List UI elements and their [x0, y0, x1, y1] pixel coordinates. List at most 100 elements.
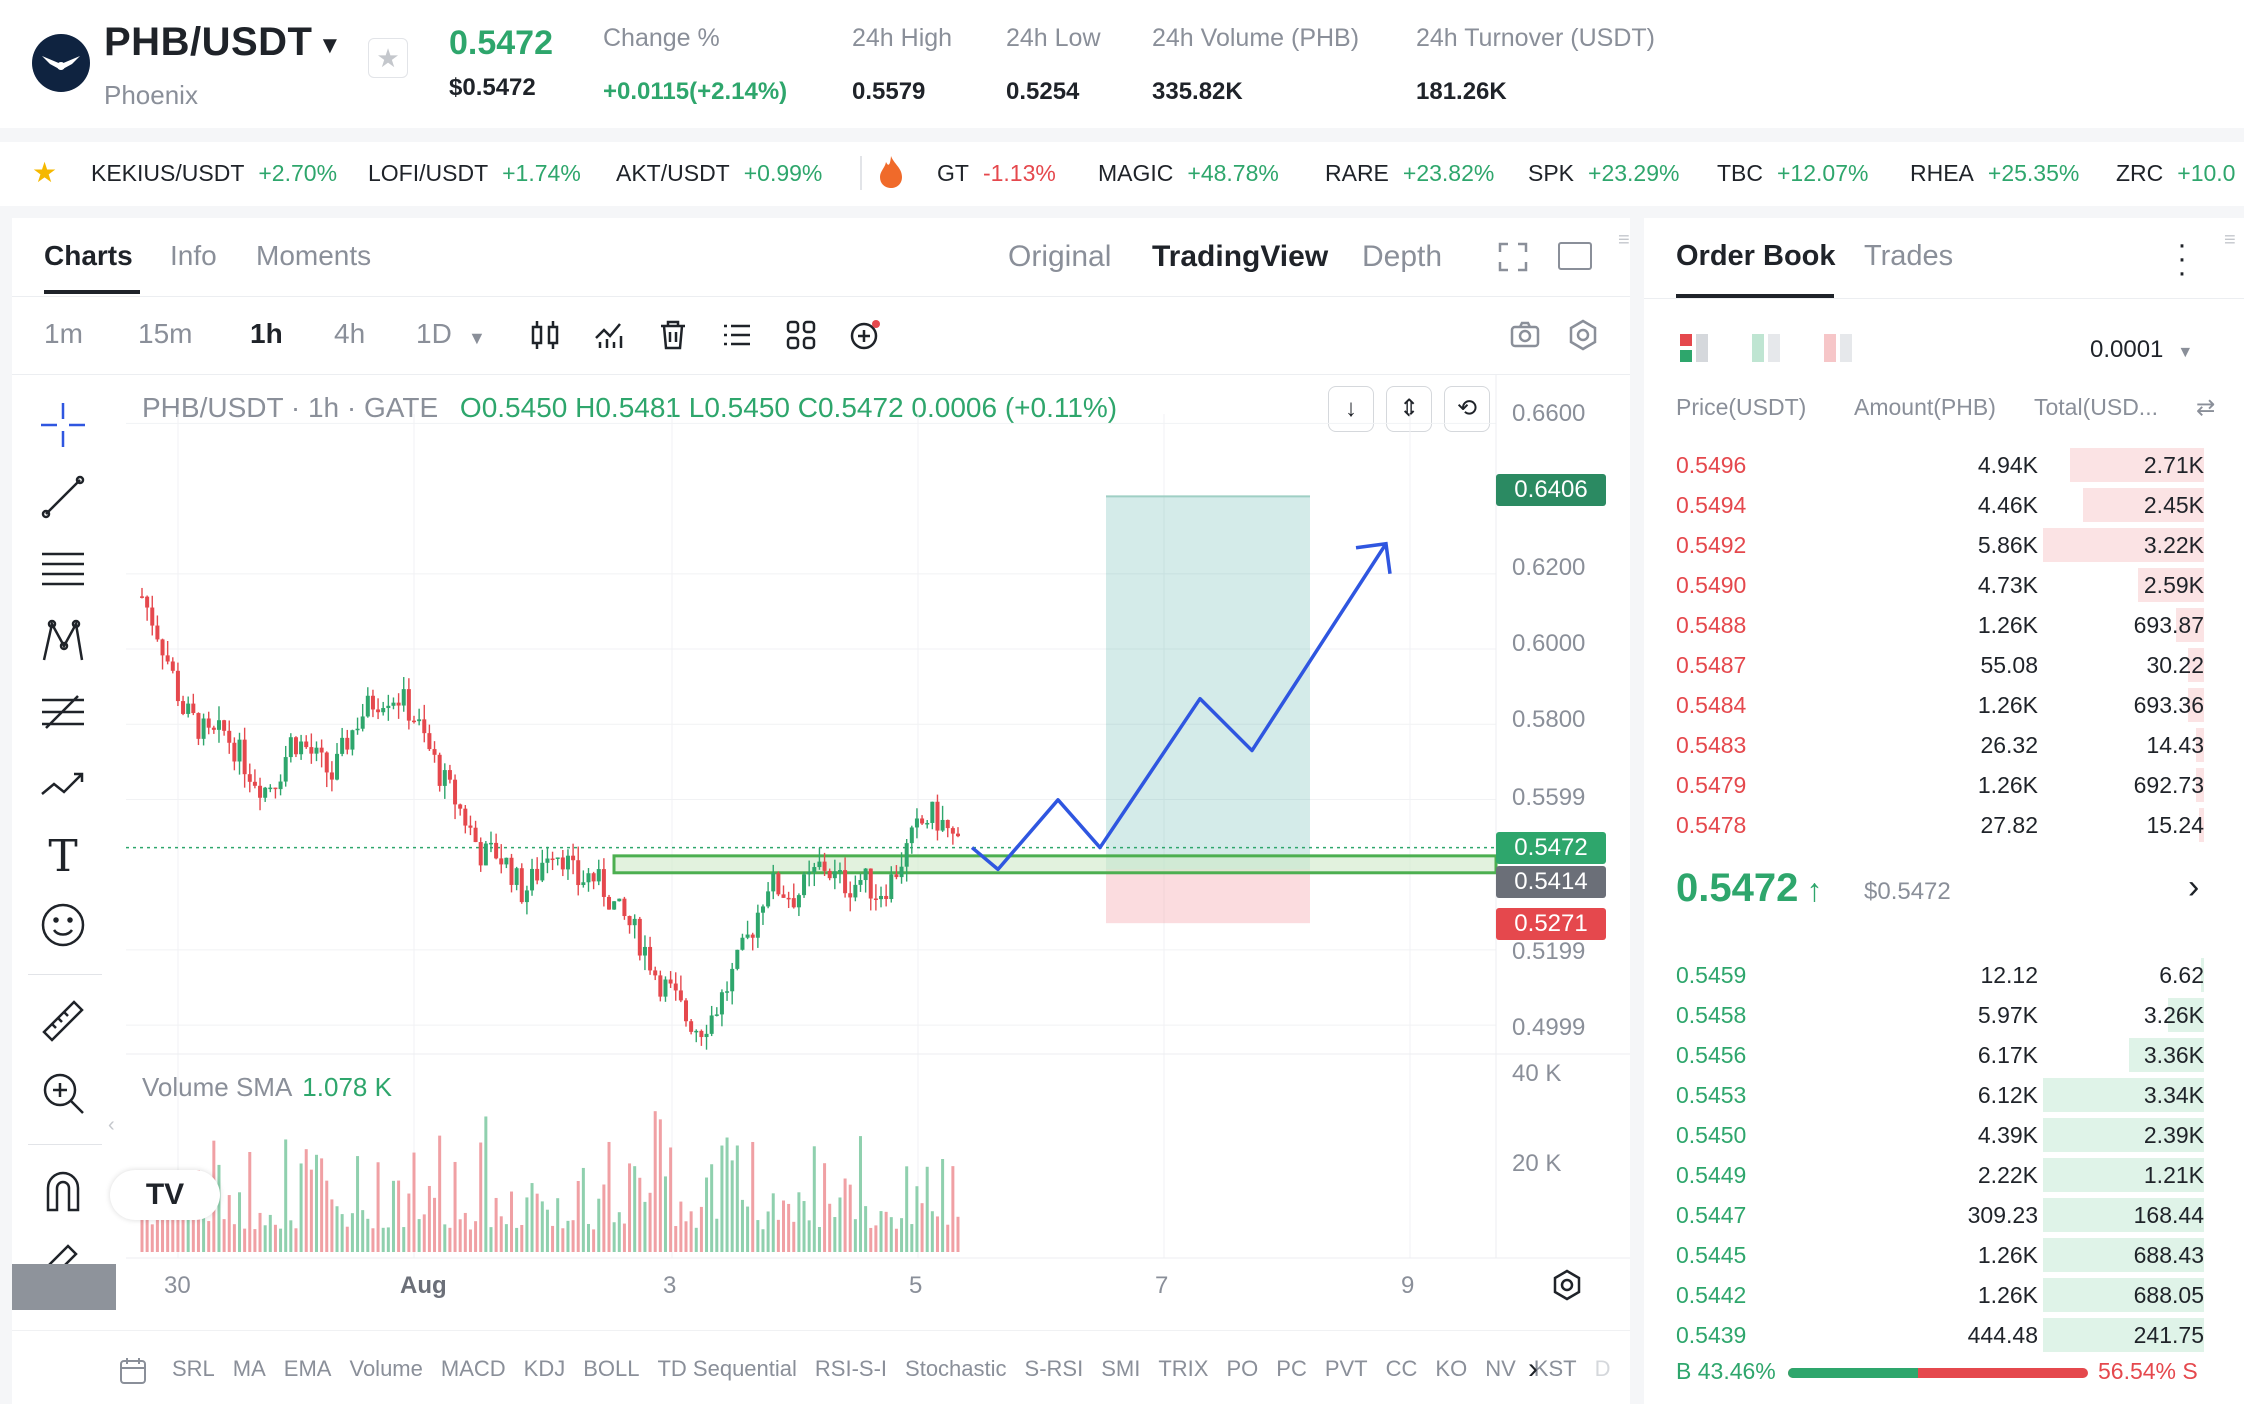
zoom-in-icon[interactable] — [38, 1068, 88, 1118]
ruler-icon[interactable] — [38, 996, 88, 1046]
ask-row[interactable]: 0.5483 26.32 14.43 — [1644, 724, 2244, 764]
ticker-item[interactable]: AKT/USDT +0.99% — [616, 160, 823, 186]
view-asks-icon[interactable] — [1822, 332, 1854, 369]
indicator-item[interactable]: PC — [1276, 1356, 1307, 1381]
projection-tool-icon[interactable] — [38, 760, 88, 810]
view-original[interactable]: Original — [1008, 240, 1112, 273]
bid-row[interactable]: 0.5439 444.48 241.75 — [1644, 1314, 2244, 1354]
emoji-tool-icon[interactable] — [38, 900, 88, 950]
ticker-item[interactable]: KEKIUS/USDT +2.70% — [91, 160, 338, 186]
view-bids-icon[interactable] — [1750, 332, 1782, 369]
panel-drag-handle[interactable]: ≡ — [2224, 229, 2236, 251]
ticker-item[interactable]: RHEA +25.35% — [1910, 160, 2080, 186]
layouts-grid-icon[interactable] — [784, 318, 818, 352]
bid-row[interactable]: 0.5458 5.97K 3.26K — [1644, 994, 2244, 1034]
ticker-item[interactable]: RARE +23.82% — [1325, 160, 1495, 186]
indicator-item[interactable]: CC — [1385, 1356, 1418, 1381]
ask-row[interactable]: 0.5479 1.26K 692.73 — [1644, 764, 2244, 804]
bid-row[interactable]: 0.5450 4.39K 2.39K — [1644, 1114, 2244, 1154]
price-chart[interactable] — [12, 218, 1630, 1318]
indicator-item[interactable]: S-RSI — [1024, 1356, 1084, 1381]
indicators-icon[interactable] — [592, 318, 626, 352]
ticker-item[interactable]: GT -1.13% — [937, 160, 1056, 186]
chart-settings-icon[interactable] — [1566, 318, 1600, 352]
timeframe-dropdown-icon[interactable]: ▼ — [468, 328, 486, 348]
object-tree-icon[interactable] — [720, 318, 754, 352]
indicator-item[interactable]: BOLL — [583, 1356, 640, 1381]
text-tool-icon[interactable]: T — [48, 831, 78, 882]
indicator-item[interactable]: EMA — [283, 1356, 332, 1381]
bid-row[interactable]: 0.5456 6.17K 3.36K — [1644, 1034, 2244, 1074]
timeframe-1m[interactable]: 1m — [44, 318, 83, 349]
ask-row[interactable]: 0.5490 4.73K 2.59K — [1644, 564, 2244, 604]
timeframe-15m[interactable]: 15m — [138, 318, 193, 349]
pattern-tool-icon[interactable] — [38, 616, 88, 666]
view-both-icon[interactable] — [1678, 332, 1710, 369]
ask-row[interactable]: 0.5488 1.26K 693.87 — [1644, 604, 2244, 644]
precision-select[interactable]: 0.0001 ▼ — [2090, 336, 2194, 363]
indicator-item[interactable]: KDJ — [523, 1356, 566, 1381]
fib-tool-icon[interactable] — [38, 688, 88, 738]
indicator-item[interactable]: TRIX — [1158, 1356, 1209, 1381]
ticker-item[interactable]: LOFI/USDT +1.74% — [368, 160, 581, 186]
indicator-item[interactable]: KST — [1533, 1356, 1577, 1381]
indicator-item[interactable]: Volume — [349, 1356, 423, 1381]
indicator-item[interactable]: PO — [1226, 1356, 1259, 1381]
tab-info[interactable]: Info — [170, 240, 217, 271]
expand-left-icon[interactable]: ‹ — [108, 1114, 115, 1136]
ticker-item[interactable]: SPK +23.29% — [1528, 160, 1680, 186]
ask-row[interactable]: 0.5487 55.08 30.22 — [1644, 644, 2244, 684]
pair-title[interactable]: PHB/USDT — [104, 20, 313, 64]
view-tradingview[interactable]: TradingView — [1152, 240, 1329, 273]
bid-row[interactable]: 0.5447 309.23 168.44 — [1644, 1194, 2244, 1234]
tab-trades[interactable]: Trades — [1864, 240, 1954, 272]
ask-row[interactable]: 0.5496 4.94K 2.71K — [1644, 444, 2244, 484]
indicator-item[interactable]: SRL — [172, 1356, 215, 1381]
bid-row[interactable]: 0.5453 6.12K 3.34K — [1644, 1074, 2244, 1114]
add-alert-icon[interactable] — [848, 318, 882, 352]
indicator-item[interactable]: D — [1594, 1356, 1611, 1381]
tab-order-book[interactable]: Order Book — [1676, 240, 1836, 272]
indicator-item[interactable]: MA — [232, 1356, 266, 1381]
indicator-item[interactable]: PVT — [1324, 1356, 1368, 1381]
scroll-down-button[interactable]: ↓ — [1328, 386, 1374, 432]
ask-row[interactable]: 0.5484 1.26K 693.36 — [1644, 684, 2244, 724]
collapse-legend-button[interactable]: ⇕ — [1386, 386, 1432, 432]
ask-row[interactable]: 0.5492 5.86K 3.22K — [1644, 524, 2244, 564]
bid-row[interactable]: 0.5445 1.26K 688.43 — [1644, 1234, 2244, 1274]
indicator-item[interactable]: NV — [1485, 1356, 1516, 1381]
timeframe-1h[interactable]: 1h — [250, 318, 283, 349]
view-depth[interactable]: Depth — [1362, 240, 1443, 273]
indicators-next-icon[interactable]: › — [1528, 1352, 1538, 1385]
timeframe-4h[interactable]: 4h — [334, 318, 366, 349]
ticker-item[interactable]: TBC +12.07% — [1717, 160, 1869, 186]
candle-type-icon[interactable] — [528, 318, 562, 352]
more-options-icon[interactable]: · · · — [2177, 228, 2187, 289]
swap-columns-icon[interactable]: ⇄ — [2196, 394, 2216, 420]
ticker-item[interactable]: MAGIC +48.78% — [1098, 160, 1279, 186]
indicator-item[interactable]: RSI-S-I — [814, 1356, 888, 1381]
indicator-item[interactable]: MACD — [440, 1356, 506, 1381]
bid-row[interactable]: 0.5459 12.12 6.62 — [1644, 954, 2244, 994]
calendar-icon[interactable] — [118, 1356, 148, 1391]
toolbar-collapse-button[interactable] — [12, 1264, 116, 1310]
reset-chart-button[interactable]: ⟲ — [1444, 386, 1490, 432]
ask-row[interactable]: 0.5478 27.82 15.24 — [1644, 804, 2244, 844]
favorite-star-icon[interactable]: ★ — [368, 38, 408, 78]
tab-moments[interactable]: Moments — [256, 240, 372, 271]
horizontal-lines-icon[interactable] — [38, 544, 88, 594]
pair-dropdown-icon[interactable]: ▼ — [318, 32, 342, 59]
magnet-icon[interactable] — [38, 1166, 88, 1216]
indicator-item[interactable]: Stochastic — [905, 1356, 1007, 1381]
window-mode-icon[interactable] — [1558, 242, 1592, 270]
trend-line-icon[interactable] — [38, 472, 88, 522]
delete-drawings-icon[interactable] — [656, 318, 690, 352]
axis-settings-icon[interactable] — [1550, 1268, 1584, 1307]
indicator-item[interactable]: TD Sequential — [657, 1356, 797, 1381]
indicator-item[interactable]: SMI — [1101, 1356, 1141, 1381]
timeframe-1d[interactable]: 1D — [416, 318, 452, 349]
mid-expand-icon[interactable]: › — [2188, 868, 2200, 906]
panel-drag-handle[interactable]: ≡ — [1618, 229, 1630, 251]
fullscreen-icon[interactable] — [1496, 240, 1530, 279]
screenshot-camera-icon[interactable] — [1508, 318, 1542, 352]
